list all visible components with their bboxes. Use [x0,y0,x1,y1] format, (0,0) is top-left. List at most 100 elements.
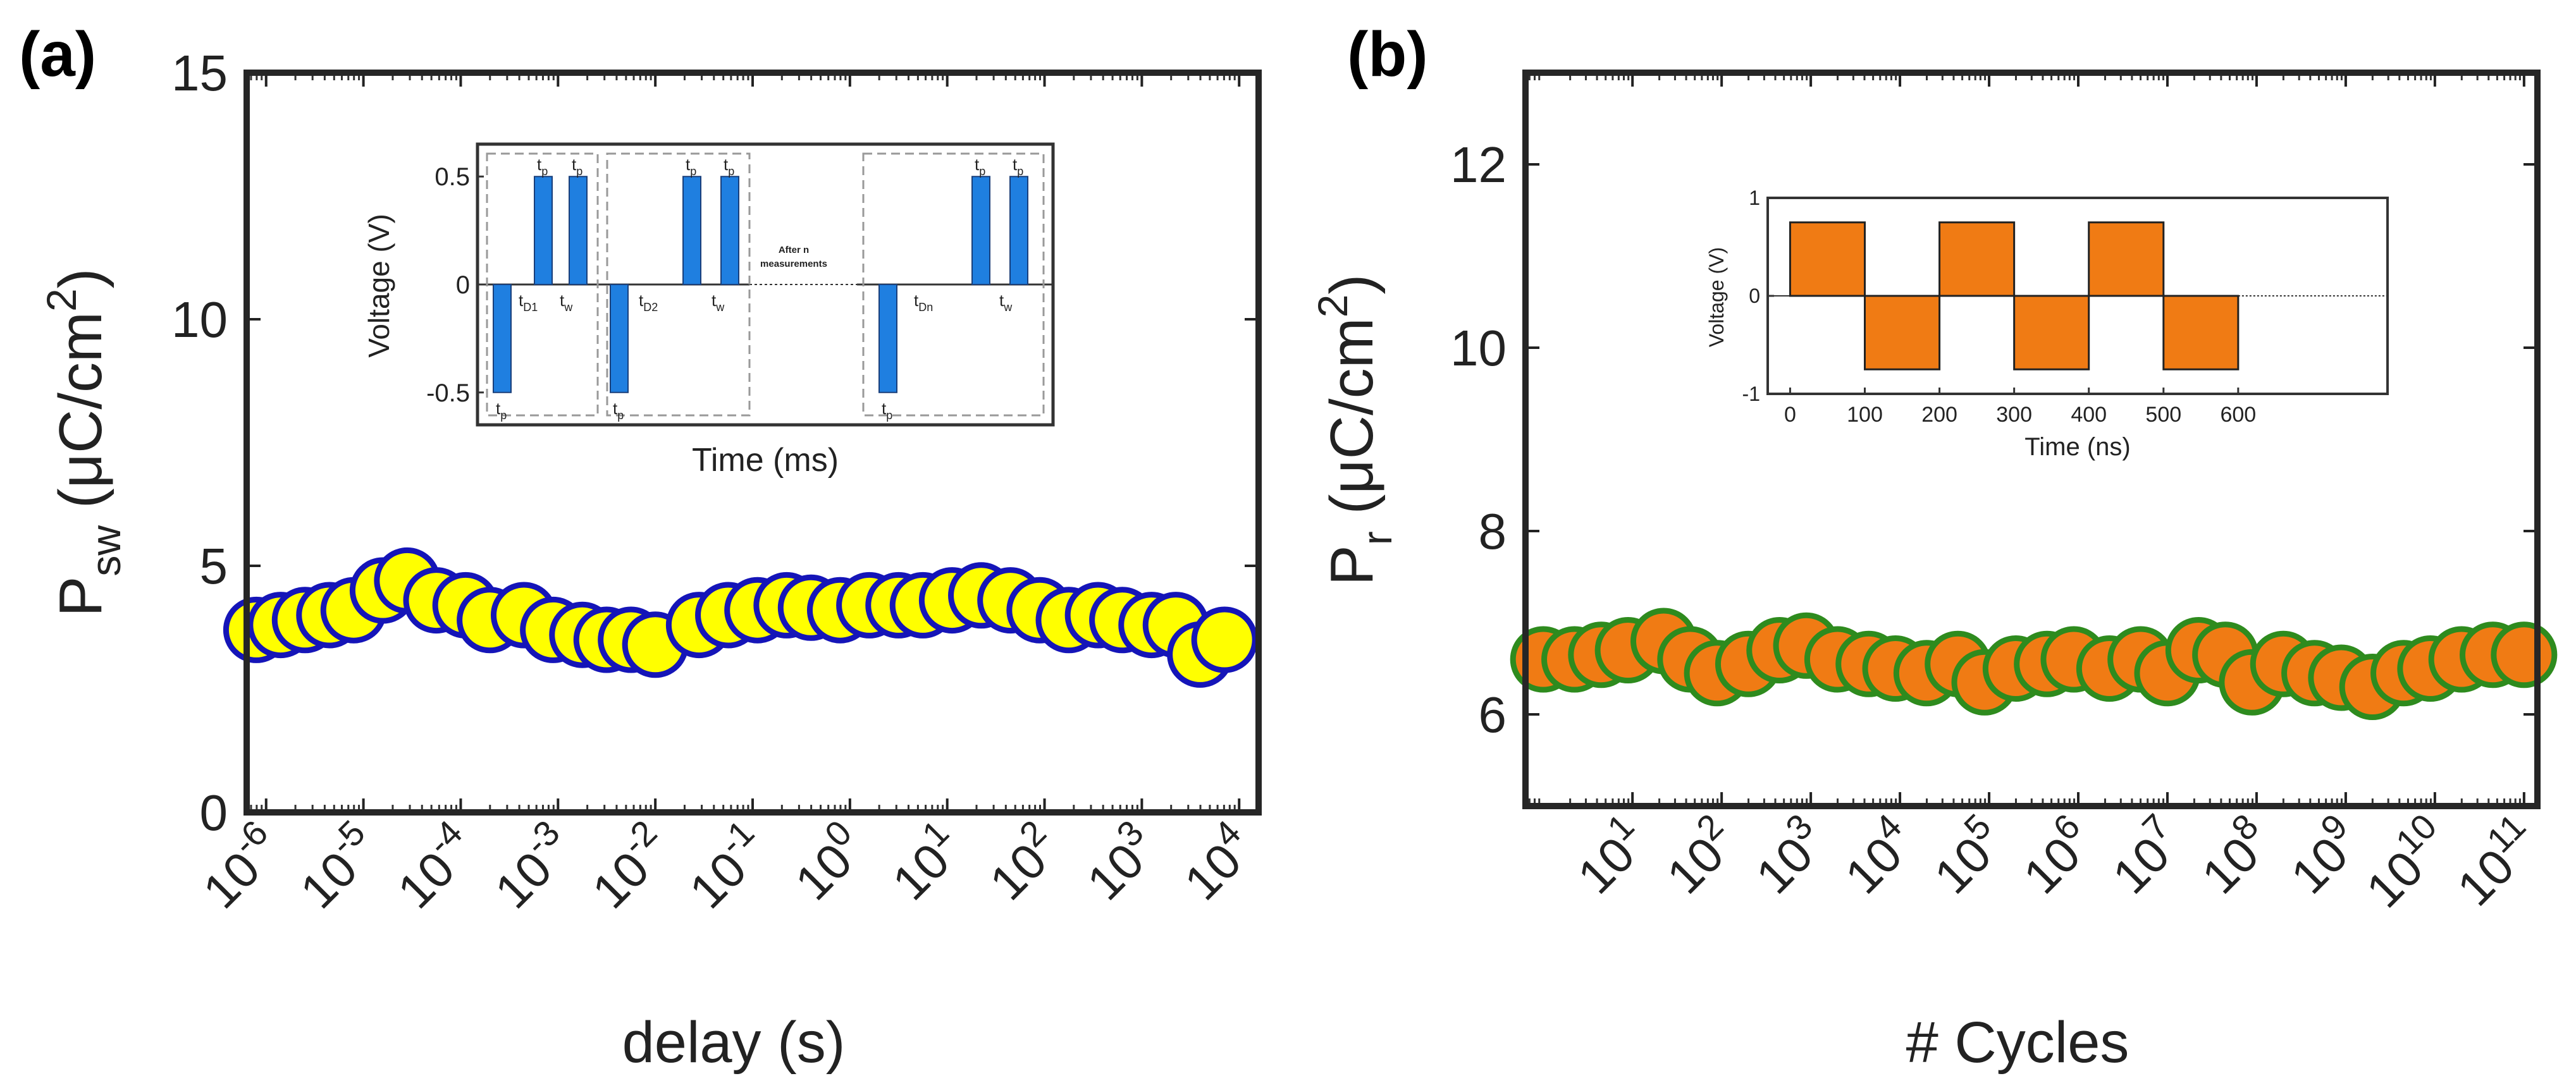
inset-x-tick-label: 400 [2071,403,2107,427]
panel-b-label: (b) [1347,19,1428,90]
panel-b-axes-box [1522,70,2541,809]
x-tick-label: 109 [2274,806,2372,905]
inset-square-pulse [2088,221,2165,297]
y-tick-label: 0 [200,785,228,841]
panel-a-ylabel-unit: (μC/cm [47,312,114,525]
x-tick-label: 1011 [2440,806,2551,917]
inset-group-box [862,152,1045,417]
inset-negative-pulse [493,284,512,393]
panel-a-inset-y-label: Voltage (V) [362,214,395,358]
panel-b-y-axis-label: Pr (μC/cm2) [1309,274,1400,586]
inset-delay-label: tDn [914,291,933,314]
panel-b-y-tick-labels: 6 8 10 12 [1450,137,1507,743]
inset-y-tick-label: -0.5 [426,379,470,407]
x-tick-label: 100 [778,812,877,911]
panel-a-x-axis-label: delay (s) [622,1010,846,1075]
x-tick-label: 102 [973,812,1071,911]
inset-x-tick-label: 500 [2145,403,2181,427]
inset-square-pulse [1863,295,1941,370]
x-tick-label: 104 [1828,806,1927,905]
inset-pulse-label: tp [724,155,734,178]
panel-a-ylabel-main: P [47,577,114,617]
inset-wait-label: tw [712,291,725,314]
x-tick-label: 107 [2095,806,2194,905]
inset-pulse-label: tp [975,155,985,178]
panel-b-x-axis-label: # Cycles [1906,1010,2129,1075]
inset-square-pulse [2013,295,2090,370]
panel-a-inset-content: 0.5 0 -0.5 tp tp tp tD1 tw tp tp tp tD2 tw tp tp tp tDn t… [426,152,1053,422]
inset-x-tick-label: 300 [1996,403,2032,427]
inset-pulse-label: tp [572,155,582,178]
y-tick-label: 6 [1479,687,1507,743]
x-tick-label: 102 [1650,806,1749,905]
inset-positive-pulse [569,176,588,285]
inset-x-tick-label: 600 [2220,403,2256,427]
panel-a-points [223,547,1258,688]
inset-wait-label: tw [560,291,573,314]
inset-negative-pulse [610,284,629,393]
x-tick-label: 105 [1918,806,2016,905]
panel-a-x-tick-labels: 10-610-510-410-310-210-1 100 101 102 103 104 [192,812,1266,919]
panel-a-y-tick-labels: 0 5 10 15 [171,45,228,841]
inset-annotation-line2: measurements [760,259,827,269]
y-tick-label: 15 [171,45,228,101]
inset-positive-pulse [971,176,990,285]
inset-pulse-label: tp [686,155,696,178]
panel-a-label: (a) [19,19,96,90]
y-tick-label: 10 [171,291,228,348]
y-tick-label: 10 [1450,320,1507,376]
inset-y-tick-label: 0 [1749,284,1760,307]
panel-a-ylabel-sub: sw [82,525,129,577]
panel-a-ylabel-close: ) [47,268,114,288]
inset-square-pulse [2162,295,2240,370]
x-tick-label: 101 [875,812,974,911]
inset-x-tick-label: 0 [1784,403,1796,427]
inset-y-tick-label: -1 [1742,382,1760,405]
y-tick-label: 8 [1479,503,1507,559]
panel-a-axes-box [243,70,1262,816]
inset-x-tick-label: 200 [1921,403,1957,427]
x-tick-label: 10-3 [478,812,585,919]
x-tick-label: 103 [1070,812,1169,911]
inset-group-box [486,152,599,417]
panel-a-inset: 0.5 0 -0.5 tp tp tp tD1 tw tp tp tp tD2 tw tp tp tp tDn t… [362,142,1055,479]
panel-b-inset-y-label: Voltage (V) [1705,247,1728,347]
inset-annotation-line1: After n [779,245,809,255]
inset-pulse-label: tp [537,155,548,178]
inset-delay-label: tD2 [639,291,658,314]
inset-positive-pulse [682,176,701,285]
inset-negative-pulse [878,284,897,393]
x-tick-label: 106 [2007,806,2105,905]
inset-positive-pulse [1009,176,1028,285]
data-point [2491,621,2558,688]
inset-y-tick-label: 1 [1749,186,1760,209]
data-point [1191,606,1258,673]
inset-pulse-label: tp [1013,155,1023,178]
inset-positive-pulse [534,176,553,285]
panel-b-inset-x-label: Time (ns) [2024,433,2130,461]
panel-a: (a) 0 5 10 15 10-610-510-410-310-210-1 100 10… [19,19,1266,1075]
panel-a-y-axis-label: Psw (μC/cm2) [38,268,129,616]
panel-b-inset: 1 0 -1 0 100 200 300 400 500 600 Voltage (V) Time… [1705,186,2389,461]
panel-b-ylabel-unit: (μC/cm [1318,317,1386,531]
inset-delay-label: tD1 [519,291,538,314]
x-tick-label: 10-2 [575,812,682,919]
panel-b-ylabel-sup: 2 [1309,295,1356,318]
panel-b-inset-content: 1 0 -1 0 100 200 300 400 500 600 [1742,186,2388,427]
y-tick-label: 5 [200,538,228,594]
x-tick-label: 10-4 [381,812,488,919]
panel-b-ylabel-main: P [1318,545,1386,585]
x-tick-label: 108 [2185,806,2283,905]
panel-b-points [1510,608,2558,720]
panel-b-ylabel-close: ) [1318,274,1386,295]
panel-a-ylabel-sup: 2 [38,288,85,312]
inset-positive-pulse [720,176,739,285]
inset-y-tick-label: 0.5 [434,163,470,191]
inset-square-pulse [1789,221,1866,297]
inset-negative-pulse-label: tp [882,399,892,422]
x-tick-label: 104 [1168,812,1266,911]
inset-x-tick-label: 100 [1847,403,1883,427]
